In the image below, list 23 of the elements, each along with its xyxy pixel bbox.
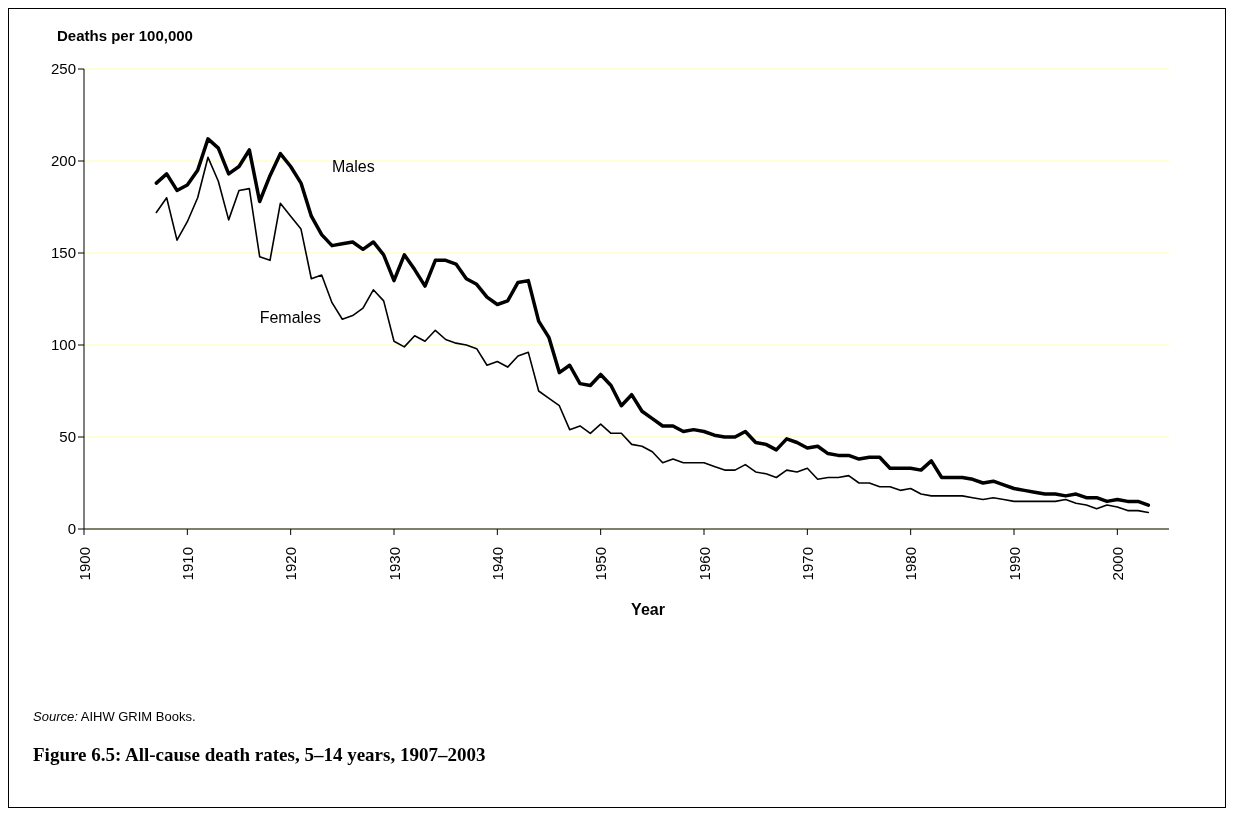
- y-tick-label: 150: [50, 244, 76, 262]
- x-tick-label: 1920: [282, 547, 300, 581]
- x-tick-label: 1940: [488, 547, 506, 581]
- y-tick-label: 250: [50, 60, 76, 78]
- text: Figure 6.5: All-cause death rates, 5–14 years, 1907–2003: [33, 744, 486, 766]
- x-tick-label: 1910: [178, 547, 196, 581]
- y-tick-label: 100: [50, 336, 76, 354]
- y-tick-label: 50: [59, 428, 76, 446]
- y-axis-title: Deaths per 100,000: [57, 27, 193, 44]
- x-tick-label: 2000: [1108, 547, 1126, 581]
- x-tick-label: 1950: [592, 547, 610, 581]
- y-tick-label: 200: [50, 152, 76, 170]
- source-note: Source: AIHW GRIM Books.: [33, 709, 196, 724]
- x-tick-label: 1970: [798, 547, 816, 581]
- x-tick-label: 1900: [75, 547, 93, 581]
- x-tick-label: 1990: [1005, 547, 1023, 581]
- series-label: Females: [259, 309, 322, 328]
- series-label: Males: [332, 158, 375, 177]
- x-tick-label: 1930: [385, 547, 403, 581]
- y-tick-label: 0: [67, 520, 76, 538]
- x-tick-label: 1980: [902, 547, 920, 581]
- x-tick-label: 1960: [695, 547, 713, 581]
- x-axis-title: Year: [630, 601, 666, 619]
